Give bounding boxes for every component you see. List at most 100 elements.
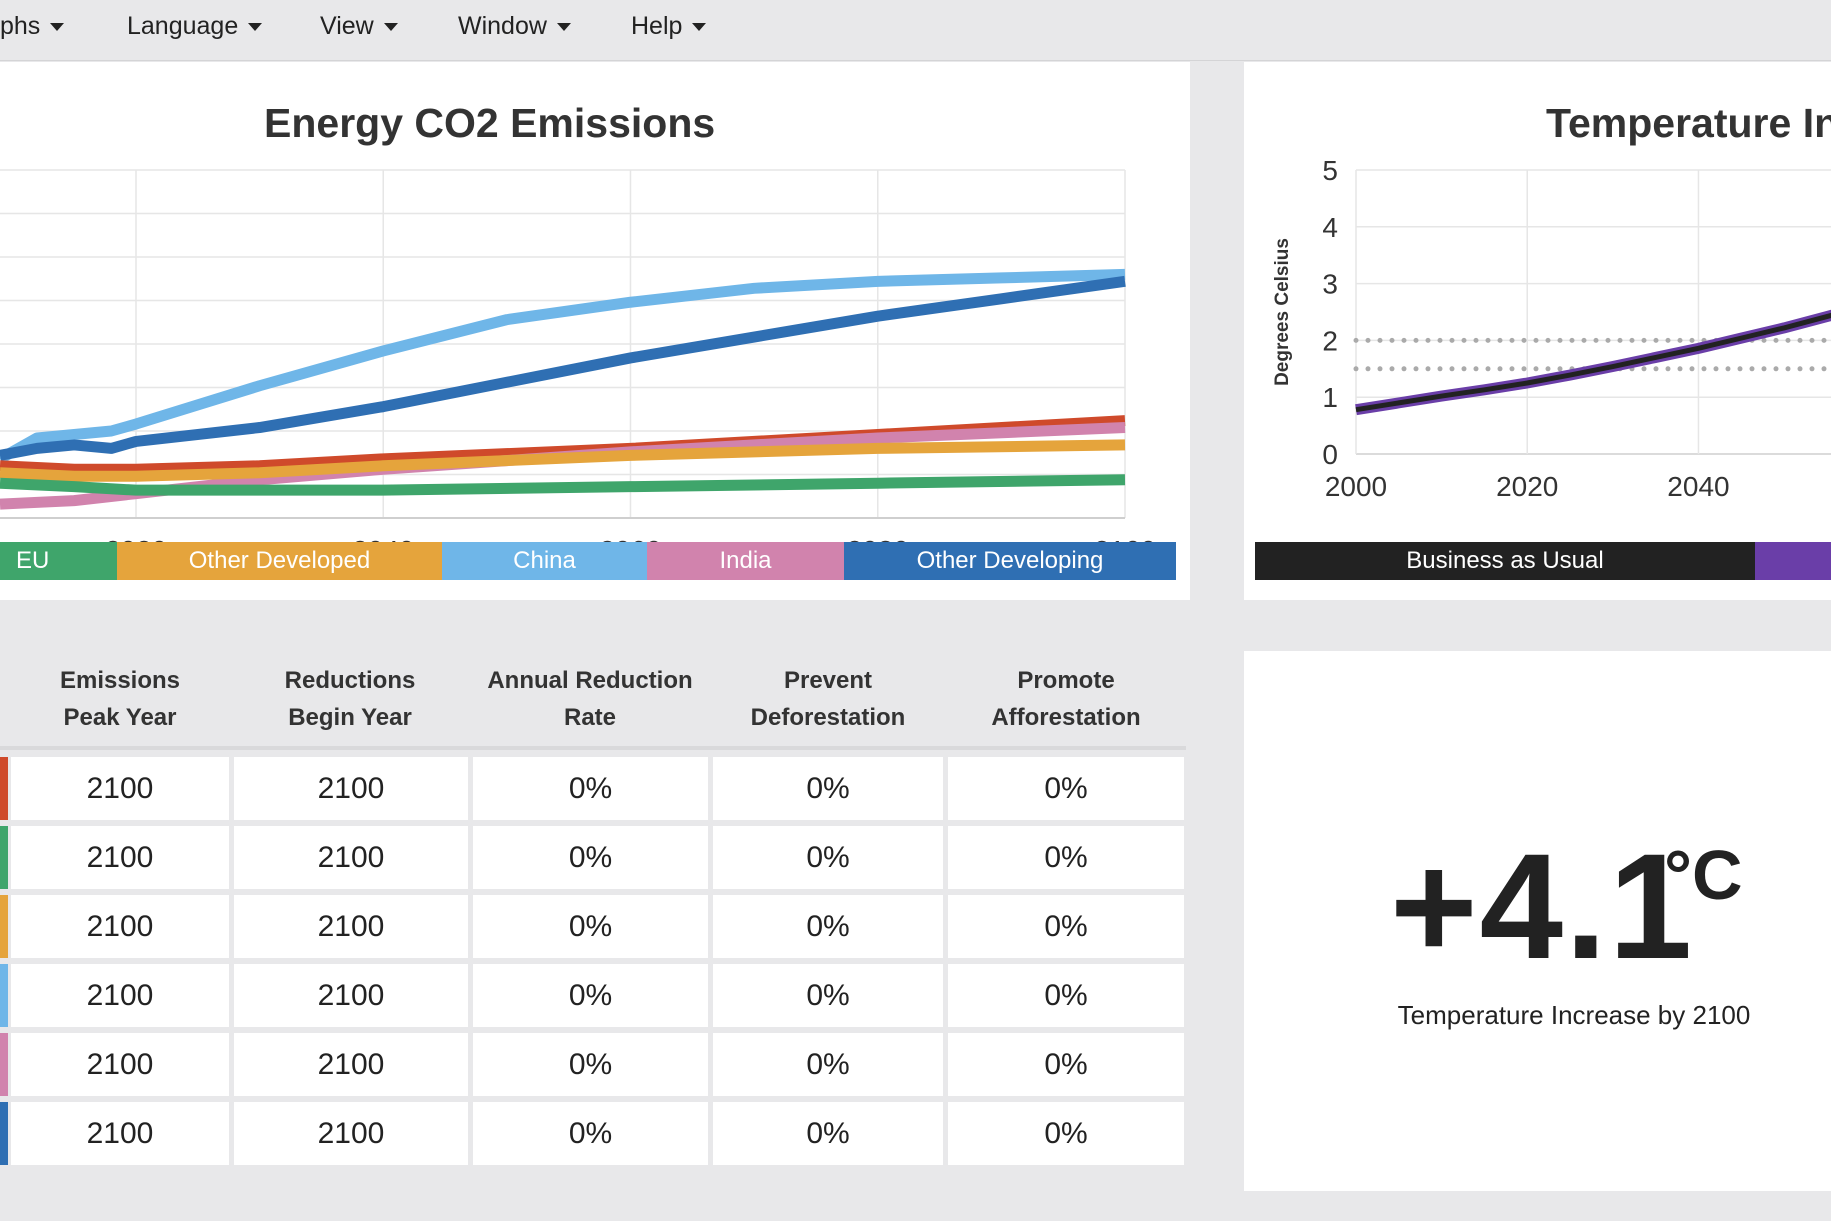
- y-axis-label: Degrees Celsius: [1272, 238, 1293, 386]
- header-line: Deforestation: [750, 704, 906, 731]
- menu-view[interactable]: View: [320, 8, 398, 44]
- header-line: Reductions: [284, 667, 416, 694]
- temperature-result-unit: °C: [1664, 836, 1743, 914]
- table-cell[interactable]: 2100: [234, 826, 468, 889]
- header-line: Emissions: [59, 667, 181, 694]
- legend-business-as-usual[interactable]: Business as Usual: [1255, 542, 1755, 580]
- table-cell[interactable]: 0%: [473, 964, 708, 1027]
- table-cell[interactable]: 0%: [713, 1102, 943, 1165]
- menu-language[interactable]: Language: [127, 8, 263, 44]
- menu-bar: phs Language View Window Help: [0, 0, 1831, 61]
- table-cell[interactable]: 2100: [11, 895, 229, 958]
- table-cell[interactable]: 0%: [713, 1033, 943, 1096]
- header-prevent-deforestation: Prevent Deforestation: [713, 662, 943, 736]
- header-divider: [0, 746, 1186, 750]
- x-tick-label: 2040: [1667, 471, 1729, 502]
- table-cell[interactable]: 2100: [11, 1102, 229, 1165]
- y-tick-label: 1: [1322, 382, 1338, 413]
- header-annual-reduction-rate: Annual Reduction Rate: [475, 662, 705, 736]
- table-cell[interactable]: 2100: [11, 757, 229, 820]
- chevron-down-icon: [692, 23, 707, 32]
- temperature-result-panel: [1244, 651, 1831, 1191]
- table-cell[interactable]: 0%: [713, 826, 943, 889]
- y-tick-label: 4: [1322, 212, 1338, 243]
- header-line: Promote: [1017, 667, 1115, 694]
- temperature-chart-title: Temperature Inc: [1546, 100, 1831, 146]
- table-cell[interactable]: 0%: [713, 895, 943, 958]
- table-cell[interactable]: 0%: [948, 895, 1184, 958]
- table-cell[interactable]: 2100: [234, 895, 468, 958]
- table-cell[interactable]: 0%: [713, 964, 943, 1027]
- table-cell[interactable]: 2100: [234, 1033, 468, 1096]
- legend-eu[interactable]: EU: [0, 542, 117, 580]
- row-color-indicator: [0, 826, 8, 889]
- header-line: Peak Year: [63, 704, 177, 731]
- menu-label: phs: [0, 12, 41, 40]
- x-tick-label: 2000: [1325, 471, 1387, 502]
- table-cell[interactable]: 0%: [473, 826, 708, 889]
- table-cell[interactable]: 2100: [11, 1033, 229, 1096]
- header-promote-afforestation: Promote Afforestation: [951, 662, 1181, 736]
- table-cell[interactable]: 0%: [473, 1033, 708, 1096]
- table-cell[interactable]: 0%: [473, 1102, 708, 1165]
- y-tick-label: 5: [1322, 155, 1338, 186]
- table-cell[interactable]: 2100: [234, 964, 468, 1027]
- series-line-eu: [0, 474, 1126, 496]
- temperature-panel: Temperature Inc 0123452000202020402Degre…: [1244, 62, 1831, 600]
- legend-other-developing[interactable]: Other Developing: [844, 542, 1176, 580]
- legend-china[interactable]: China: [442, 542, 647, 580]
- header-reductions-begin-year: Reductions Begin Year: [235, 662, 465, 736]
- row-color-indicator: [0, 757, 8, 820]
- series-line-other-developing: [0, 275, 1126, 461]
- series-line-other-developed: [0, 439, 1126, 482]
- menu-label: View: [320, 12, 374, 40]
- table-cell[interactable]: 0%: [713, 757, 943, 820]
- y-tick-label: 3: [1322, 269, 1338, 300]
- table-cell[interactable]: 0%: [948, 1033, 1184, 1096]
- chevron-down-icon: [383, 23, 398, 32]
- emissions-chart-title: Energy CO2 Emissions: [264, 100, 716, 146]
- temperature-result-caption: Temperature Increase by 2100: [1397, 1000, 1751, 1030]
- legend-india[interactable]: India: [647, 542, 844, 580]
- menu-graphs[interactable]: phs: [0, 8, 65, 44]
- table-cell[interactable]: 2100: [234, 757, 468, 820]
- table-cell[interactable]: 0%: [948, 1102, 1184, 1165]
- menu-label: Help: [631, 12, 683, 40]
- y-tick-label: 2: [1322, 325, 1338, 356]
- table-cell[interactable]: 0%: [473, 895, 708, 958]
- x-tick-label: 2020: [1496, 471, 1558, 502]
- row-color-indicator: [0, 1102, 8, 1165]
- chevron-down-icon: [248, 23, 263, 32]
- header-line: Annual Reduction: [487, 667, 693, 694]
- chevron-down-icon: [50, 23, 65, 32]
- table-cell[interactable]: 0%: [473, 757, 708, 820]
- header-line: Rate: [563, 704, 617, 731]
- row-color-indicator: [0, 895, 8, 958]
- table-cell[interactable]: 0%: [948, 826, 1184, 889]
- table-cell[interactable]: 0%: [948, 757, 1184, 820]
- series-line-scenario: [1355, 309, 1831, 416]
- legend-scenario[interactable]: [1755, 542, 1831, 580]
- header-line: Prevent: [783, 667, 873, 694]
- table-cell[interactable]: 2100: [11, 964, 229, 1027]
- menu-help[interactable]: Help: [631, 8, 707, 44]
- temperature-result-value: +4.1: [1390, 822, 1695, 990]
- menu-window[interactable]: Window: [458, 8, 571, 44]
- table-cell[interactable]: 2100: [11, 826, 229, 889]
- chevron-down-icon: [556, 23, 571, 32]
- series-line-china: [0, 268, 1126, 464]
- table-cell[interactable]: 0%: [948, 964, 1184, 1027]
- row-color-indicator: [0, 964, 8, 1027]
- emissions-chart: 20202040206020802100: [0, 169, 1156, 566]
- emissions-panel: Energy CO2 Emissions 2020204020602080210…: [0, 62, 1190, 600]
- menu-label: Language: [127, 12, 239, 40]
- row-color-indicator: [0, 1033, 8, 1096]
- menu-label: Window: [458, 12, 547, 40]
- table-cell[interactable]: 2100: [234, 1102, 468, 1165]
- temperature-legend: Business as Usual: [1255, 542, 1831, 580]
- series-line-business-as-usual: [1355, 312, 1831, 413]
- header-emissions-peak-year: Emissions Peak Year: [5, 662, 235, 736]
- temperature-chart: 0123452000202020402Degrees Celsius: [1272, 155, 1831, 502]
- header-line: Afforestation: [991, 704, 1141, 731]
- legend-other-developed[interactable]: Other Developed: [117, 542, 442, 580]
